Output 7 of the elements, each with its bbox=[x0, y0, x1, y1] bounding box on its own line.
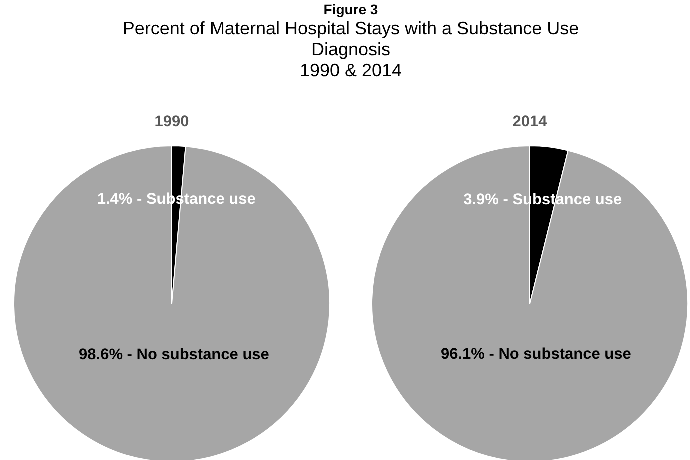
slice-label: 96.1% - No substance use bbox=[440, 346, 632, 364]
slice-label: 98.6% - No substance use bbox=[79, 346, 270, 364]
chart-title: 1990 bbox=[154, 114, 190, 130]
chart-title: 2014 bbox=[512, 114, 548, 130]
text: Percent of Maternal Hospital Stays with a Substance Use Diagnosis bbox=[122, 18, 580, 60]
text: 1990 & 2014 bbox=[300, 60, 402, 80]
text: Figure 3 bbox=[324, 2, 378, 18]
